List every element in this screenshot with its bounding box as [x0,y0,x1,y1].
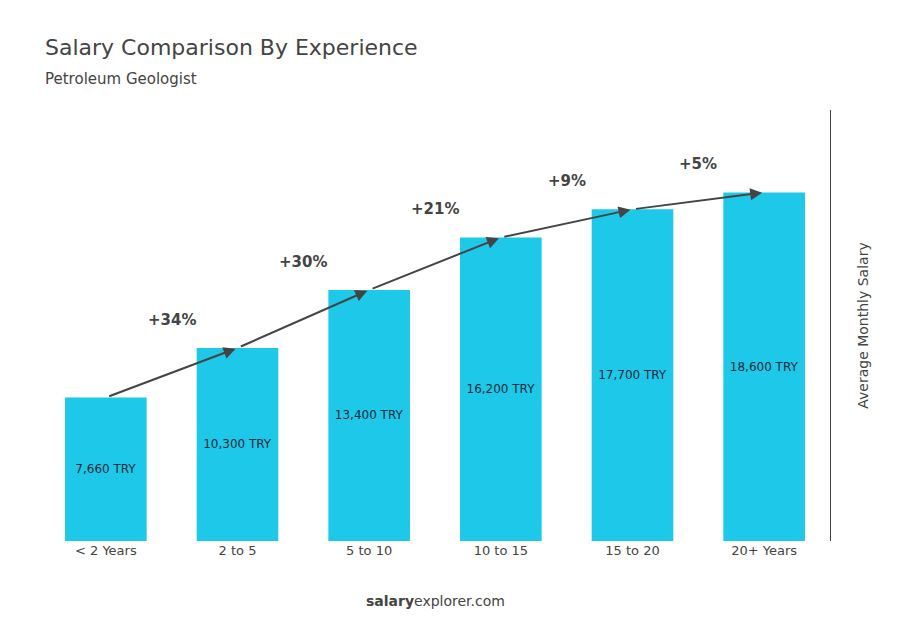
svg-text:5 to 10: 5 to 10 [346,543,392,558]
svg-text:16,200 TRY: 16,200 TRY [466,382,535,396]
svg-text:salaryexplorer.com: salaryexplorer.com [366,593,505,609]
svg-text:+9%: +9% [548,172,586,190]
svg-text:Petroleum Geologist: Petroleum Geologist [45,70,197,88]
svg-text:< 2 Years: < 2 Years [75,543,137,558]
svg-text:Salary Comparison By Experienc: Salary Comparison By Experience [45,35,418,60]
svg-text:+34%: +34% [148,311,196,329]
svg-text:17,700 TRY: 17,700 TRY [598,368,667,382]
svg-text:20+ Years: 20+ Years [731,543,797,558]
svg-text:+5%: +5% [679,155,717,173]
svg-text:15 to 20: 15 to 20 [605,543,659,558]
svg-text:+30%: +30% [279,253,327,271]
svg-text:7,660 TRY: 7,660 TRY [75,462,136,476]
svg-text:2 to 5: 2 to 5 [219,543,257,558]
svg-text:10,300 TRY: 10,300 TRY [203,437,272,451]
svg-text:10 to 15: 10 to 15 [474,543,528,558]
svg-text:13,400 TRY: 13,400 TRY [335,408,404,422]
svg-text:+21%: +21% [411,200,459,218]
svg-text:18,600 TRY: 18,600 TRY [730,360,799,374]
svg-text:Average Monthly Salary: Average Monthly Salary [855,242,871,408]
